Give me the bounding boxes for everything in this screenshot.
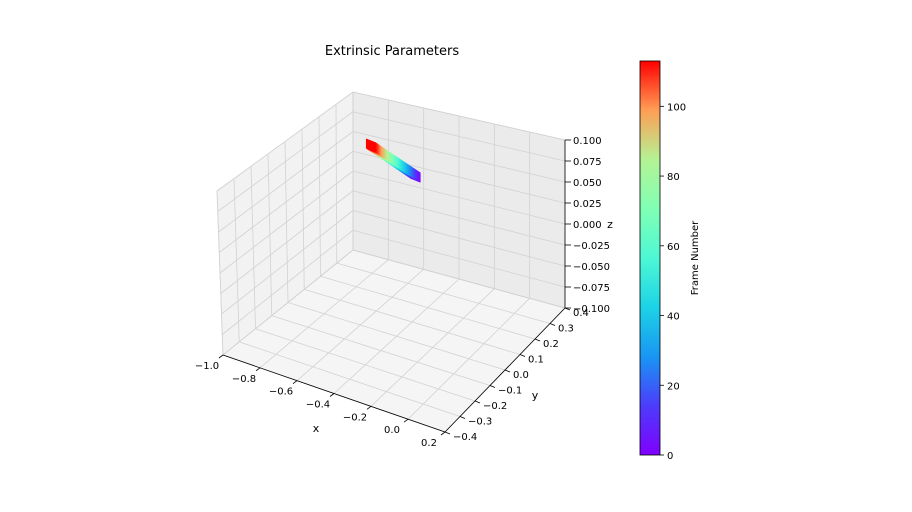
grid-line-z [352, 210, 566, 267]
y-tick-label: −0.4 [453, 432, 477, 443]
z-tick-label: 0.075 [573, 157, 602, 168]
z-tick-label: −0.100 [573, 304, 610, 315]
grid-line-z-left [222, 249, 354, 356]
colorbar-ticks: 0 20 40 60 80 100 [660, 102, 686, 462]
x-tick [403, 418, 409, 423]
x-tick-label: 0.0 [384, 425, 400, 436]
y-tick [474, 400, 481, 404]
grid-line-z-left [216, 91, 354, 192]
grid-lines [216, 91, 566, 433]
x-tick [255, 367, 261, 372]
z-tick-label: 0.000 [573, 220, 602, 231]
grid-line-z-left [220, 190, 354, 294]
grid-line-z-left [217, 111, 354, 212]
y-tick [459, 416, 466, 419]
grid-line-z [352, 170, 566, 225]
data-points [365, 138, 421, 183]
grid-line-y [287, 302, 506, 371]
y-tick [519, 354, 526, 357]
y-axis-label: y [532, 389, 539, 402]
x-tick-label: −0.6 [269, 387, 293, 398]
x-tick [292, 380, 298, 384]
x-tick-label: −0.4 [306, 400, 330, 411]
y-tick-label: 0.3 [558, 324, 574, 335]
grid-line-y [304, 288, 521, 355]
y-tick [534, 338, 541, 342]
grid-line-z [352, 249, 566, 309]
chart-title: Extrinsic Parameters [325, 44, 459, 59]
x-tick-label: −0.8 [232, 374, 256, 385]
colorbar-tick-label: 60 [667, 242, 680, 253]
x-ticks: −1.0 −0.8 −0.6 −0.4 −0.2 0.0 0.2 [195, 354, 446, 449]
grid-line-z-left [222, 229, 354, 335]
colorbar-tick-label: 80 [667, 172, 680, 183]
grid-line-y [320, 275, 536, 340]
grid-line-y [255, 328, 476, 402]
colorbar [639, 60, 661, 456]
y-ticks: −0.4 −0.3 −0.2 −0.1 0.0 0.1 0.2 0.3 0.4 [444, 307, 589, 443]
colorbar-tick-label: 0 [667, 451, 673, 462]
y-tick-label: −0.3 [468, 417, 492, 428]
z-ticks: −0.100 −0.075 −0.050 −0.025 0.000 0.025 0.050 0… [565, 136, 610, 315]
z-tick-label: 0.025 [573, 199, 602, 210]
y-tick [489, 385, 496, 388]
y-tick-label: −0.1 [498, 386, 522, 397]
grid-line-z [352, 91, 566, 141]
y-tick [444, 431, 451, 435]
x-axis-label: x [313, 422, 320, 435]
x-tick-label: 0.2 [421, 438, 437, 449]
y-tick-label: 0.0 [513, 370, 529, 381]
colorbar-tick-label: 100 [667, 102, 686, 113]
x-tick-label: −1.0 [195, 361, 219, 372]
y-tick-label: 0.1 [528, 355, 544, 366]
axes-panes [216, 91, 566, 433]
z-tick-label: −0.025 [573, 241, 610, 252]
grid-line-y [239, 341, 461, 417]
y-tick-label: −0.2 [483, 401, 507, 412]
colorbar-tick-label: 40 [667, 312, 680, 323]
grid-line-z [352, 111, 566, 162]
x-tick [329, 393, 335, 397]
y-tick-label: 0.4 [573, 308, 589, 319]
x-tick-label: −0.2 [343, 412, 367, 423]
grid-line-z [352, 131, 566, 183]
z-tick-label: 0.100 [573, 136, 602, 147]
grid-line-z-left [218, 131, 354, 233]
z-tick-label: −0.050 [573, 262, 610, 273]
y-tick-label: 0.2 [543, 339, 559, 350]
y-tick [504, 369, 511, 373]
x-tick [366, 406, 372, 410]
y-tick [549, 323, 556, 326]
grid-line-z-left [221, 210, 354, 315]
grid-line-y [336, 262, 551, 324]
grid-line-z [352, 190, 566, 246]
colorbar-tick-label: 20 [667, 381, 680, 392]
colorbar-label: Frame Number [690, 220, 701, 295]
grid-line-z-left [219, 170, 354, 274]
grid-line-z-left [219, 150, 354, 253]
x-tick [218, 354, 224, 359]
z-tick-label: −0.075 [573, 283, 610, 294]
z-axis-label: z [607, 218, 613, 231]
grid-line-y [271, 315, 491, 386]
x-tick [440, 431, 446, 436]
camera-marker [365, 138, 376, 153]
grid-line-z [352, 229, 566, 288]
z-tick-label: 0.050 [573, 178, 602, 189]
